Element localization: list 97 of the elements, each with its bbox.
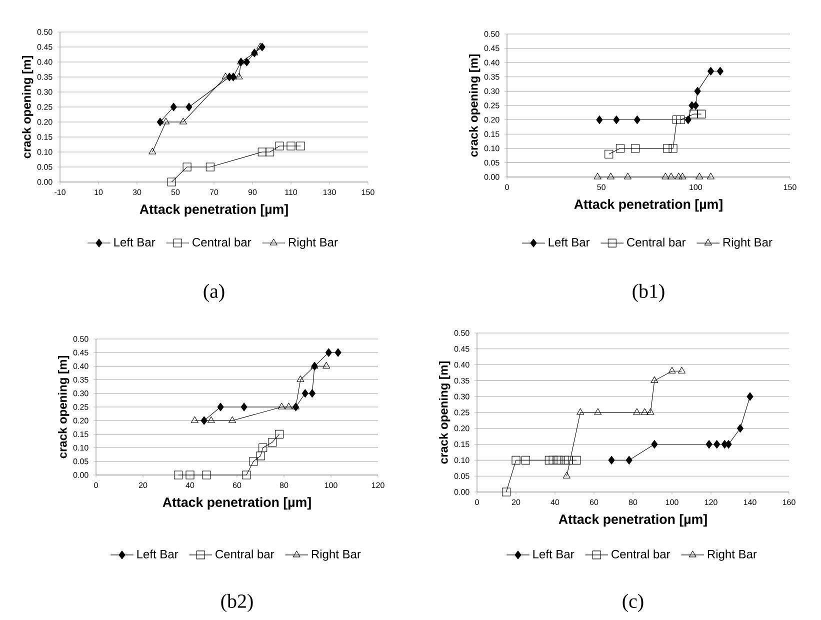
y-tick-label: 0.05	[73, 458, 88, 464]
text: (a)	[204, 284, 224, 302]
x-tick-label: 10	[94, 189, 103, 196]
x-tick-label: 120	[372, 482, 384, 488]
x-tick-label: 90	[248, 189, 257, 196]
x-tick-label: 70	[210, 189, 218, 196]
x-axis-title: Attack penetration [µm]	[558, 514, 707, 527]
y-tick-label: 0.00	[454, 489, 470, 495]
x-tick-label: 0	[505, 184, 509, 190]
y-tick-label: 0.30	[454, 394, 470, 400]
text: (c)	[622, 594, 644, 612]
y-tick-label: 0.05	[484, 160, 500, 166]
y-axis-title: crack opening [m]	[468, 54, 480, 157]
x-tick-label: 120	[704, 499, 718, 506]
legend-label: Central bar	[627, 238, 686, 247]
x-tick-label: 100	[666, 499, 678, 506]
legend-label: Central bar	[216, 550, 274, 558]
legend-label: Central bar	[192, 238, 252, 247]
y-tick-label: 0.35	[454, 378, 470, 384]
y-tick-label: 0.50	[37, 29, 52, 35]
x-tick-label: 60	[590, 499, 598, 506]
x-axis-title: Attack penetration [µm]	[162, 497, 311, 510]
y-tick-label: 0.45	[37, 44, 52, 50]
y-tick-label: 0.20	[37, 119, 52, 125]
x-tick-label: 20	[138, 482, 148, 488]
y-axis-title: crack opening [m]	[22, 56, 34, 158]
x-tick-label: 100	[324, 482, 338, 488]
x-tick-label: 150	[784, 184, 796, 190]
x-tick-label: 100	[690, 184, 702, 190]
x-axis-title: Attack penetration [µm]	[574, 199, 722, 212]
x-tick-label: 110	[285, 189, 298, 196]
y-tick-label: 0.00	[73, 472, 88, 478]
y-tick-label: 0.40	[454, 362, 470, 368]
x-tick-label: 20	[512, 499, 520, 506]
legend-label: Right Bar	[708, 550, 757, 561]
y-tick-label: 0.35	[73, 376, 88, 383]
y-tick-label: 0.30	[73, 390, 88, 396]
y-tick-label: 0.15	[484, 131, 500, 137]
y-tick-label: 0.30	[484, 88, 500, 94]
y-tick-label: 0.15	[37, 134, 52, 140]
y-tick-label: 0.50	[73, 336, 88, 342]
x-tick-label: 40	[186, 482, 194, 488]
y-tick-label: 0.10	[484, 146, 500, 152]
y-tick-label: 0.50	[484, 31, 500, 37]
x-tick-label: 80	[628, 499, 638, 506]
y-tick-label: 0.15	[73, 431, 88, 438]
legend-label: Right Bar	[723, 238, 772, 249]
x-tick-label: 0	[475, 499, 479, 506]
y-tick-label: 0.25	[37, 104, 52, 110]
legend-label: Right Bar	[288, 238, 338, 249]
y-tick-label: 0.50	[454, 330, 470, 336]
x-tick-label: 140	[744, 499, 756, 506]
x-tick-label: 40	[550, 499, 560, 506]
y-tick-label: 0.35	[37, 74, 52, 80]
y-tick-label: 0.40	[484, 60, 500, 66]
x-tick-label: 80	[280, 482, 288, 488]
y-tick-label: 0.30	[37, 89, 52, 95]
x-tick-label: 30	[132, 189, 142, 196]
y-tick-label: 0.15	[454, 441, 470, 448]
legend-label: Left Bar	[114, 238, 156, 247]
y-tick-label: 0.35	[484, 74, 500, 80]
legend-label: Left Bar	[548, 238, 590, 247]
y-tick-label: 0.00	[37, 179, 52, 185]
y-tick-label: 0.10	[73, 444, 88, 451]
y-tick-label: 0.00	[484, 174, 500, 180]
y-tick-label: 0.20	[454, 426, 470, 432]
y-tick-label: 0.05	[454, 473, 470, 479]
y-axis-title: crack opening [m]	[58, 356, 70, 458]
y-tick-label: 0.25	[73, 404, 88, 410]
x-tick-label: 150	[362, 189, 374, 196]
legend-label: Left Bar	[533, 550, 574, 558]
text: (b1)	[632, 284, 664, 302]
y-tick-label: 0.45	[454, 346, 470, 352]
y-tick-label: 0.20	[484, 116, 500, 123]
y-tick-label: 0.20	[73, 418, 88, 424]
y-tick-label: 0.05	[37, 164, 52, 170]
legend-label: Central bar	[612, 550, 670, 558]
text: (b2)	[221, 594, 253, 612]
x-tick-label: 60	[232, 482, 242, 488]
y-tick-label: 0.45	[484, 45, 500, 52]
y-tick-label: 0.25	[484, 102, 500, 108]
x-tick-label: 50	[597, 184, 606, 190]
legend-label: Left Bar	[137, 550, 178, 558]
x-axis-title: Attack penetration [µm]	[140, 204, 288, 217]
x-tick-label: 0	[94, 482, 98, 488]
x-tick-label: 160	[782, 499, 796, 506]
y-tick-label: 0.40	[37, 59, 52, 65]
x-tick-label: 130	[323, 189, 336, 196]
y-tick-label: 0.40	[73, 363, 88, 370]
x-tick-label: -10	[54, 189, 66, 196]
y-tick-label: 0.25	[454, 410, 470, 416]
x-tick-label: 50	[171, 189, 180, 196]
y-axis-title: crack opening [m]	[438, 361, 450, 464]
y-tick-label: 0.45	[73, 350, 88, 356]
legend-label: Right Bar	[312, 550, 361, 561]
y-tick-label: 0.10	[454, 457, 470, 464]
y-tick-label: 0.10	[37, 149, 52, 155]
